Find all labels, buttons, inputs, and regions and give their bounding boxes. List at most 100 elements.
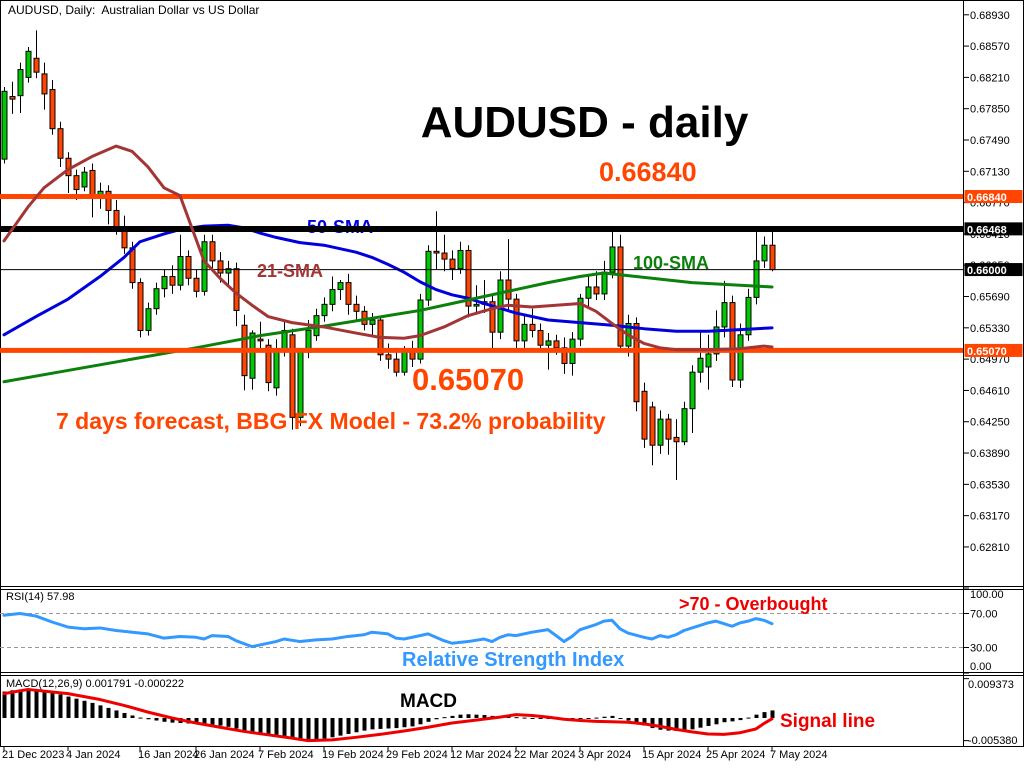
svg-text:0.00: 0.00: [970, 661, 991, 673]
svg-text:0.64970: 0.64970: [970, 354, 1010, 366]
candle-up: [25, 50, 32, 78]
candle-down: [137, 282, 144, 331]
candle-up: [697, 357, 704, 373]
svg-text:0.68210: 0.68210: [970, 72, 1010, 84]
candle-down: [209, 241, 216, 262]
macd-signal-line: [2, 687, 774, 743]
candle-up: [753, 260, 760, 298]
svg-text:26 Jan 2024: 26 Jan 2024: [194, 749, 255, 761]
candle-down: [233, 268, 240, 311]
svg-text:3 Apr 2024: 3 Apr 2024: [578, 749, 631, 761]
macd-indicator-name: MACD: [400, 691, 457, 712]
candle-down: [641, 390, 648, 440]
candle-down: [433, 250, 440, 254]
candle-down: [393, 358, 400, 373]
svg-text:0.66840: 0.66840: [967, 192, 1007, 204]
candle-up: [145, 308, 152, 331]
sma21-line-label: 21-SMA: [257, 261, 324, 281]
candle-down: [665, 418, 672, 440]
candle-up: [585, 286, 592, 299]
candle-up: [369, 319, 376, 325]
candle-up: [689, 371, 696, 410]
svg-text:29 Feb 2024: 29 Feb 2024: [386, 749, 448, 761]
svg-text:4 Jan 2024: 4 Jan 2024: [66, 749, 120, 761]
resistance-price-label: 0.66840: [599, 157, 697, 187]
candle-down: [593, 286, 600, 295]
chart-title: AUDUSD - daily: [420, 98, 749, 147]
forecast-note: 7 days forecast, BBG FX Model - 73.2% pr…: [56, 408, 606, 434]
candle-up: [657, 418, 664, 446]
svg-text:15 Apr 2024: 15 Apr 2024: [642, 749, 701, 761]
svg-text:0.65070: 0.65070: [967, 346, 1007, 358]
candle-up: [273, 349, 280, 389]
candle-up: [1, 90, 8, 160]
candle-down: [553, 340, 560, 349]
horizontal-level-line-black: [0, 226, 963, 232]
candle-up: [545, 340, 552, 346]
svg-text:0.68930: 0.68930: [970, 10, 1010, 22]
candle-up: [153, 288, 160, 310]
candle-up: [401, 349, 408, 373]
svg-text:25 Apr 2024: 25 Apr 2024: [706, 749, 765, 761]
candle-down: [57, 128, 64, 159]
candle-down: [537, 329, 544, 346]
candle-down: [41, 73, 48, 95]
candle-down: [729, 302, 736, 381]
macd-info-readout: MACD(12,26,9) 0.001791 -0.000222: [6, 678, 184, 690]
candle-down: [617, 246, 624, 347]
overbought-note: >70 - Overbought: [679, 594, 828, 614]
candle-up: [161, 276, 168, 290]
svg-text:0.63530: 0.63530: [970, 479, 1010, 491]
sma100-line-label: 100-SMA: [633, 253, 710, 273]
price-tag: [964, 222, 1023, 236]
rsi-info-readout: RSI(14) 57.98: [6, 591, 75, 603]
candle-up: [761, 244, 768, 262]
svg-text:-0.005380: -0.005380: [968, 735, 1018, 747]
price-tag: [964, 343, 1023, 357]
svg-text:21 Dec 2023: 21 Dec 2023: [2, 749, 64, 761]
svg-text:0.63170: 0.63170: [970, 511, 1010, 523]
candle-up: [721, 302, 728, 328]
level-lines: [0, 194, 963, 353]
candle-up: [737, 334, 744, 381]
candle-down: [169, 276, 176, 286]
rsi-indicator-name: Relative Strength Index: [402, 649, 625, 671]
candle-down: [73, 175, 80, 191]
candle-up: [681, 408, 688, 443]
candle-up: [177, 256, 184, 286]
candle-down: [441, 252, 448, 260]
svg-text:0.66468: 0.66468: [967, 224, 1007, 236]
candle-up: [201, 241, 208, 292]
svg-text:0.65330: 0.65330: [970, 323, 1010, 335]
rsi-axis: 100.00 70.00 30.00 0.00: [963, 587, 1004, 674]
rsi-guide-lines: [0, 613, 963, 648]
candle-up: [81, 171, 88, 188]
svg-text:0.68570: 0.68570: [970, 41, 1010, 53]
candle-up: [577, 297, 584, 340]
svg-text:0.67130: 0.67130: [970, 166, 1010, 178]
svg-text:0.67850: 0.67850: [970, 104, 1010, 116]
candle-down: [633, 322, 640, 403]
price-axis: 0.68930 0.68570 0.68210 0.67850 0.67490 0.671…: [963, 10, 1010, 554]
candle-down: [769, 244, 776, 271]
svg-text:7 Feb 2024: 7 Feb 2024: [258, 749, 314, 761]
candle-up: [249, 332, 256, 379]
svg-text:100.00: 100.00: [970, 589, 1004, 601]
candle-up: [705, 353, 712, 368]
candle-down: [193, 277, 200, 292]
candle-down: [353, 303, 360, 312]
price-tag: [964, 190, 1023, 204]
svg-text:0.67490: 0.67490: [970, 135, 1010, 147]
svg-text:7 May 2024: 7 May 2024: [770, 749, 827, 761]
svg-text:70.00: 70.00: [970, 609, 998, 621]
symbol-header: AUDUSD, Daily: Australian Dollar vs US D…: [8, 3, 260, 17]
price-tag: [964, 263, 1023, 277]
svg-text:0.65690: 0.65690: [970, 292, 1010, 304]
candle-down: [513, 298, 520, 342]
candle-down: [529, 323, 536, 331]
candle-up: [425, 250, 432, 301]
candle-up: [601, 271, 608, 295]
svg-text:0.64250: 0.64250: [970, 417, 1010, 429]
